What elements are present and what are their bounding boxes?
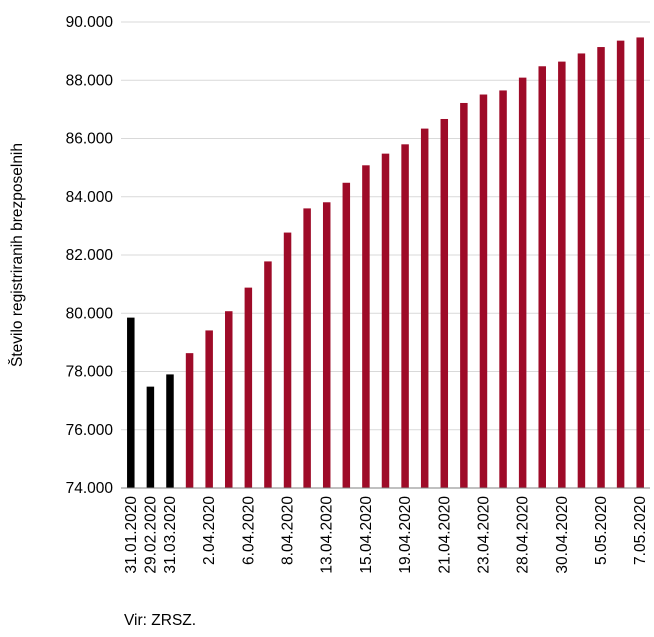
x-tick-label: 7.05.2020 <box>632 496 649 565</box>
y-axis-ticks: 74.000 76.000 78.000 80.000 82.000 84.000 86.0… <box>66 14 114 497</box>
bar <box>303 208 311 488</box>
bar <box>538 66 546 489</box>
x-tick-label: 31.03.2020 <box>162 496 179 574</box>
y-tick-label: 88.000 <box>66 72 114 89</box>
x-tick-label: 15.04.2020 <box>358 496 375 574</box>
bar <box>460 102 468 488</box>
bars <box>127 37 644 489</box>
x-tick-label: 8.04.2020 <box>280 496 297 565</box>
bar <box>166 374 174 488</box>
y-tick-label: 74.000 <box>66 480 114 497</box>
y-tick-label: 90.000 <box>66 14 114 31</box>
bar <box>597 47 605 489</box>
x-tick-label: 31.01.2020 <box>123 496 140 574</box>
x-tick-label: 30.04.2020 <box>554 496 571 574</box>
bar <box>479 94 488 489</box>
bar <box>342 182 351 488</box>
x-tick-label: 19.04.2020 <box>397 496 414 574</box>
bar <box>440 118 449 489</box>
x-tick-label: 28.04.2020 <box>515 496 532 574</box>
x-tick-label: 2.04.2020 <box>201 496 218 565</box>
y-tick-label: 78.000 <box>66 364 114 381</box>
bar <box>401 144 409 488</box>
source-note: Vir: ZRSZ. <box>124 612 197 629</box>
bar <box>185 353 194 488</box>
bar <box>636 37 644 488</box>
bar <box>225 311 233 488</box>
y-axis-label: Število registriranih brezposelnih <box>9 143 26 367</box>
x-tick-label: 29.02.2020 <box>142 496 159 574</box>
bar <box>499 90 507 488</box>
x-tick-label: 21.04.2020 <box>436 496 453 574</box>
bar <box>322 202 331 488</box>
bar <box>146 386 155 488</box>
y-tick-label: 80.000 <box>66 305 114 322</box>
x-tick-label: 13.04.2020 <box>319 496 336 574</box>
bar <box>616 40 625 488</box>
bar <box>127 317 135 488</box>
bar <box>283 232 292 488</box>
y-tick-label: 86.000 <box>66 131 114 148</box>
bar <box>420 128 429 488</box>
x-tick-label: 5.05.2020 <box>593 496 610 565</box>
x-tick-label: 23.04.2020 <box>475 496 492 574</box>
x-tick-label: 6.04.2020 <box>240 496 257 565</box>
y-tick-label: 84.000 <box>66 189 114 206</box>
y-tick-label: 82.000 <box>66 247 114 264</box>
bar <box>558 61 566 489</box>
bar <box>264 261 272 488</box>
bar <box>577 53 586 488</box>
bar <box>362 165 370 489</box>
y-tick-label: 76.000 <box>66 422 114 439</box>
bar <box>381 153 390 488</box>
bar <box>518 77 527 488</box>
x-axis-ticks: 31.01.2020 29.02.2020 31.03.2020 2.04.2020 6… <box>123 496 649 574</box>
bar <box>205 330 213 488</box>
bar <box>244 287 253 488</box>
